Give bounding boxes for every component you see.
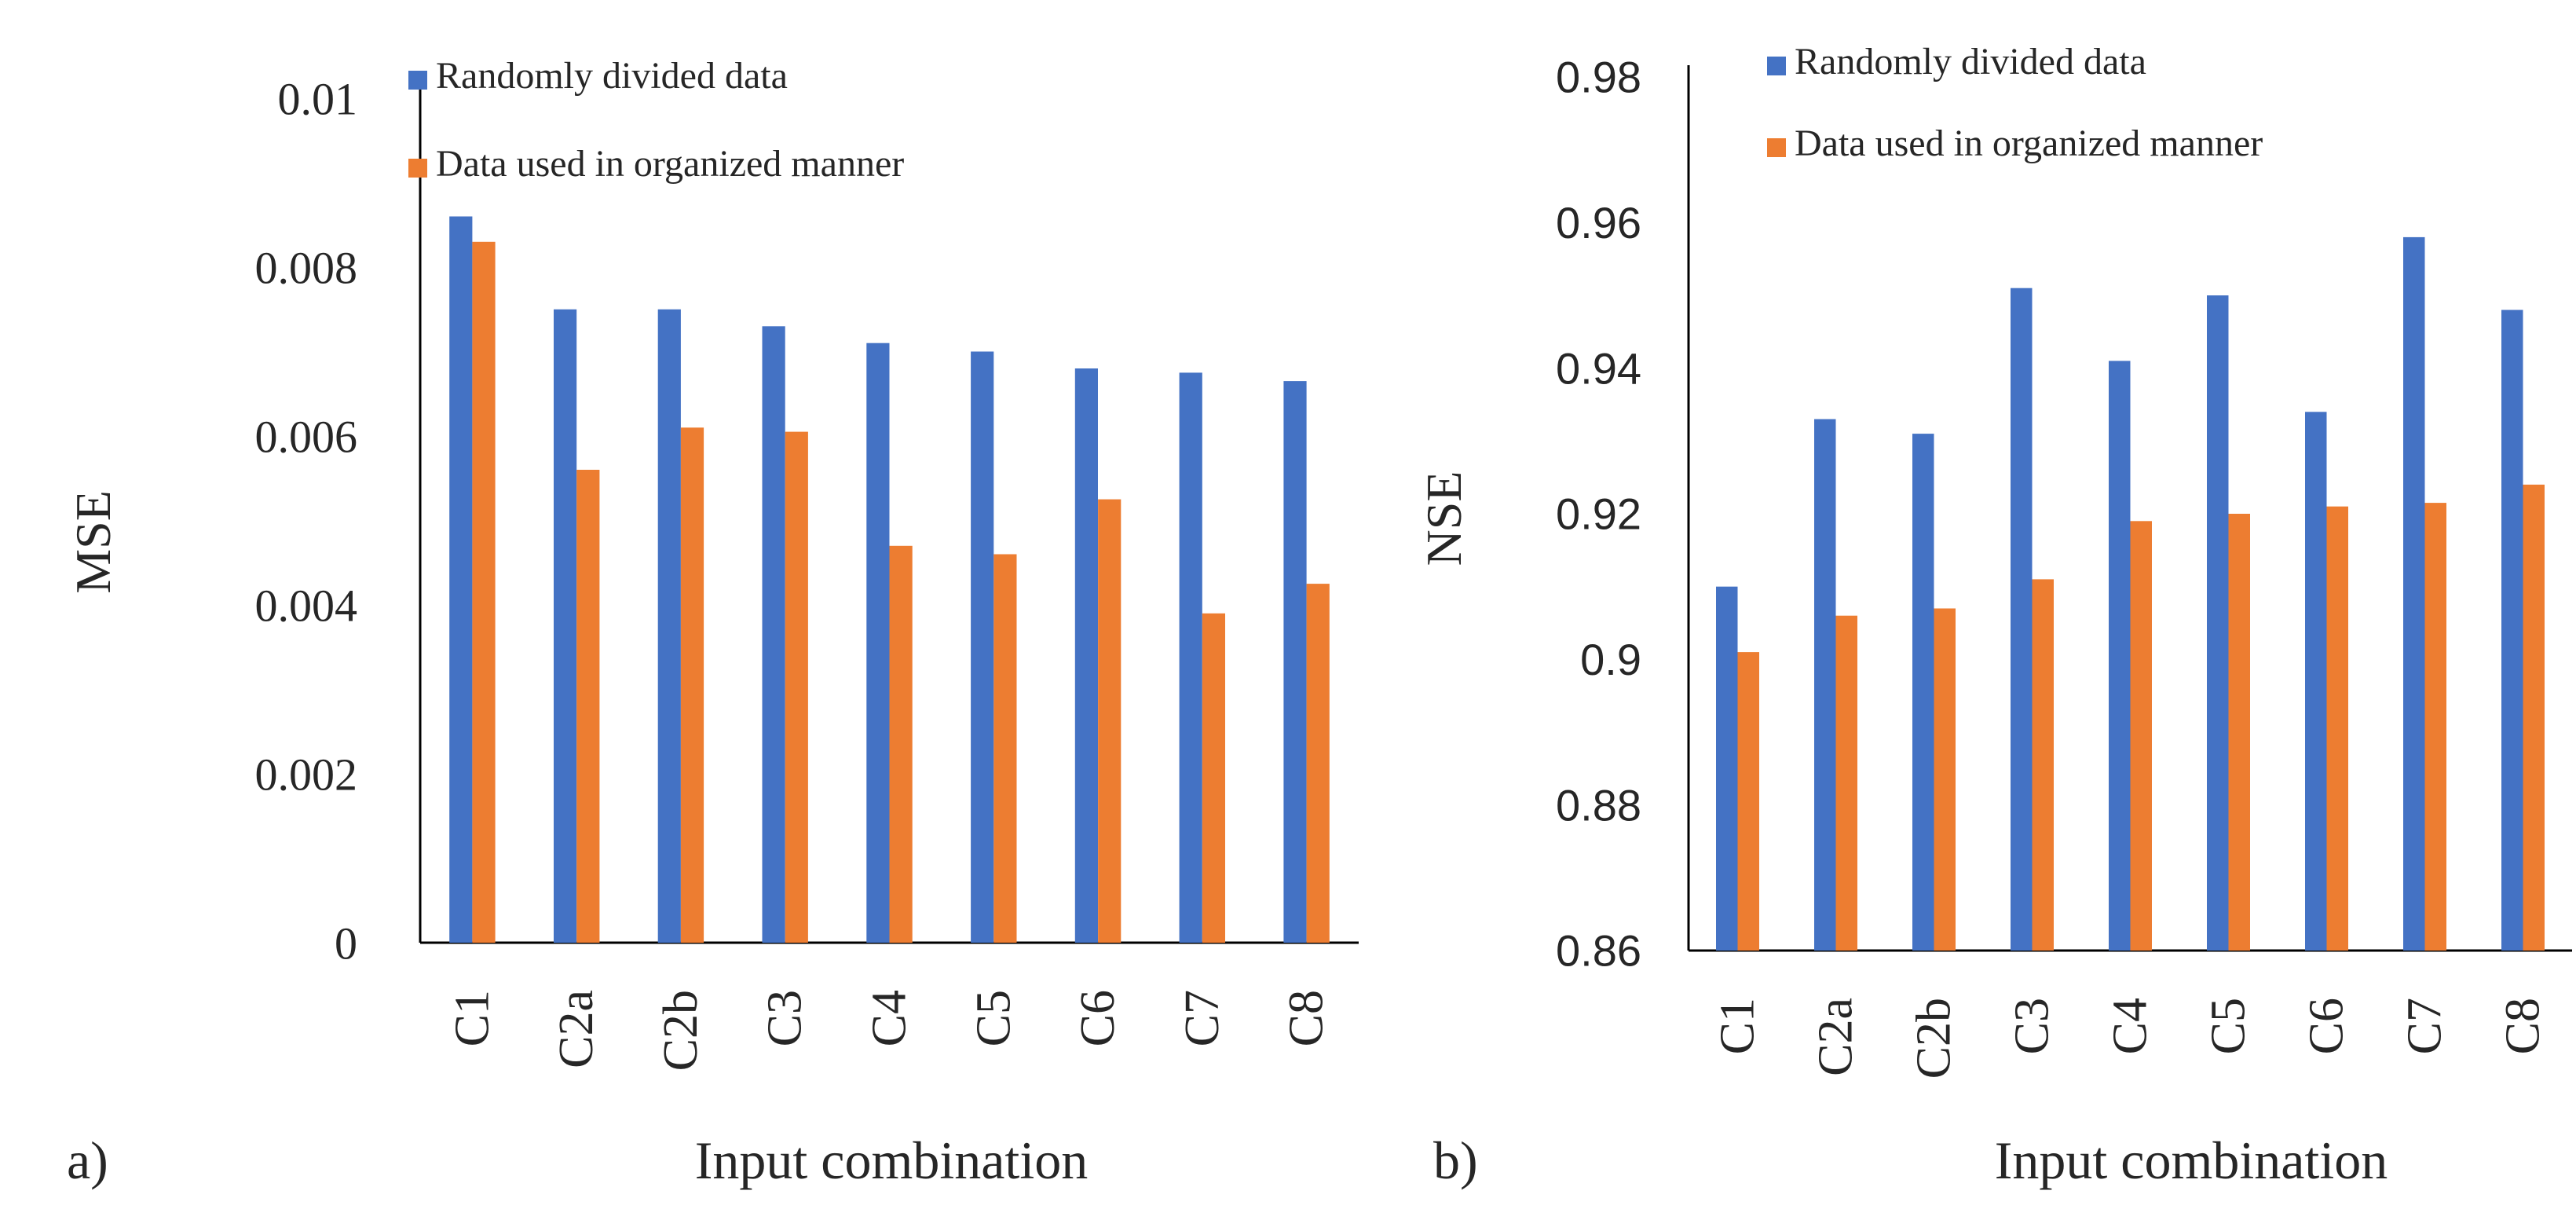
legend-swatch-organized [1767, 138, 1786, 157]
bar-random-C7 [2403, 236, 2425, 951]
bar-random-C3 [762, 326, 785, 943]
x-category-label: C2a [1809, 998, 1863, 1076]
bar-organized-C5 [993, 554, 1017, 943]
bar-random-C2b [1912, 434, 1934, 951]
x-category-label: C5 [967, 990, 1020, 1046]
legend: Randomly divided data Data used in organi… [408, 55, 904, 185]
x-category-label: C2b [654, 990, 708, 1071]
y-axis-title: MSE [65, 490, 121, 594]
bar-organized-C2b [680, 427, 704, 943]
x-category-label: C6 [1071, 990, 1125, 1046]
y-tick-label: 0.006 [255, 411, 358, 462]
bar-organized-C7 [1202, 613, 1225, 943]
x-category-label: C4 [863, 990, 917, 1046]
x-category-label: C3 [759, 990, 812, 1046]
x-category-label: C2a [550, 990, 603, 1068]
legend-label: Randomly divided data [1795, 41, 2146, 82]
bar-organized-C3 [785, 431, 808, 943]
bar-random-C4 [2109, 361, 2131, 951]
bar-organized-C1 [1737, 652, 1759, 951]
legend-label: Data used in organized manner [436, 143, 904, 185]
legend-label: Randomly divided data [436, 55, 788, 97]
bar-organized-C3 [2032, 579, 2054, 951]
x-category-label: C8 [1280, 990, 1334, 1046]
y-tick-label: 0.88 [1556, 780, 1641, 830]
chart-panel-b: 0.86 0.88 0.9 0.92 0.94 0.96 0.98 C1 C2a C2b C3 C4 C… [1416, 41, 2572, 1190]
bar-random-C5 [2207, 295, 2229, 951]
x-category-label: C3 [2006, 998, 2059, 1054]
bar-organized-C8 [2523, 484, 2545, 951]
legend-swatch-organized [408, 159, 427, 178]
bar-organized-C1 [472, 241, 496, 943]
x-category-label: C4 [2104, 998, 2157, 1054]
x-category-label: C7 [1176, 990, 1229, 1046]
bar-random-C2a [1814, 419, 1836, 951]
y-tick-label: 0.004 [255, 580, 358, 631]
y-tick-label: 0.98 [1556, 53, 1641, 102]
bar-organized-C2a [1835, 615, 1857, 951]
y-tick-label: 0 [335, 918, 357, 969]
y-tick-label: 0.9 [1580, 635, 1641, 684]
panel-label: a) [67, 1130, 108, 1190]
bar-random-C7 [1179, 372, 1202, 943]
y-tick-label: 0.008 [255, 242, 358, 293]
y-tick-label: 0.94 [1556, 343, 1641, 393]
bar-organized-C2b [1934, 608, 1956, 951]
bar-organized-C2a [576, 470, 600, 943]
x-axis-title: Input combination [695, 1130, 1088, 1190]
bar-organized-C7 [2424, 503, 2446, 951]
panel-label: b) [1433, 1130, 1478, 1190]
bar-organized-C6 [2326, 506, 2348, 951]
legend-swatch-random [1767, 57, 1786, 75]
bar-organized-C8 [1306, 584, 1330, 943]
y-tick-label: 0.01 [278, 73, 358, 124]
bar-organized-C4 [2130, 521, 2152, 951]
bar-random-C2a [554, 309, 577, 943]
bar-random-C6 [2305, 412, 2327, 951]
x-category-label: C2b [1908, 998, 1961, 1079]
x-category-label: C7 [2399, 998, 2452, 1054]
bar-random-C8 [2501, 310, 2523, 951]
x-category-label: C6 [2300, 998, 2354, 1054]
bar-random-C8 [1283, 381, 1307, 943]
legend-label: Data used in organized manner [1795, 123, 2263, 164]
x-category-label: C5 [2202, 998, 2256, 1054]
bar-random-C1 [449, 216, 473, 943]
bar-organized-C4 [889, 545, 913, 943]
bar-random-C4 [866, 343, 890, 943]
chart-panel-a: 0 0.002 0.004 0.006 0.008 0.01 C1 C2a C2b C3 C4 C5 C… [65, 55, 1359, 1190]
bar-random-C6 [1074, 368, 1098, 943]
x-category-label: C8 [2497, 998, 2550, 1054]
bar-organized-C5 [2228, 514, 2250, 951]
y-tick-label: 0.96 [1556, 198, 1641, 247]
bar-random-C3 [2011, 288, 2033, 951]
bar-random-C5 [971, 351, 994, 943]
legend: Randomly divided data Data used in organi… [1767, 41, 2263, 164]
legend-swatch-random [408, 71, 427, 90]
x-category-label: C1 [1711, 998, 1765, 1054]
bar-organized-C6 [1098, 499, 1122, 943]
y-tick-label: 0.86 [1556, 926, 1641, 976]
y-axis-title: NSE [1416, 471, 1472, 566]
y-tick-label: 0.92 [1556, 489, 1641, 539]
y-tick-label: 0.002 [255, 749, 358, 800]
bar-random-C2b [657, 309, 681, 943]
bar-random-C1 [1716, 586, 1738, 951]
x-axis-title: Input combination [1995, 1130, 2388, 1190]
x-category-label: C1 [445, 990, 499, 1046]
